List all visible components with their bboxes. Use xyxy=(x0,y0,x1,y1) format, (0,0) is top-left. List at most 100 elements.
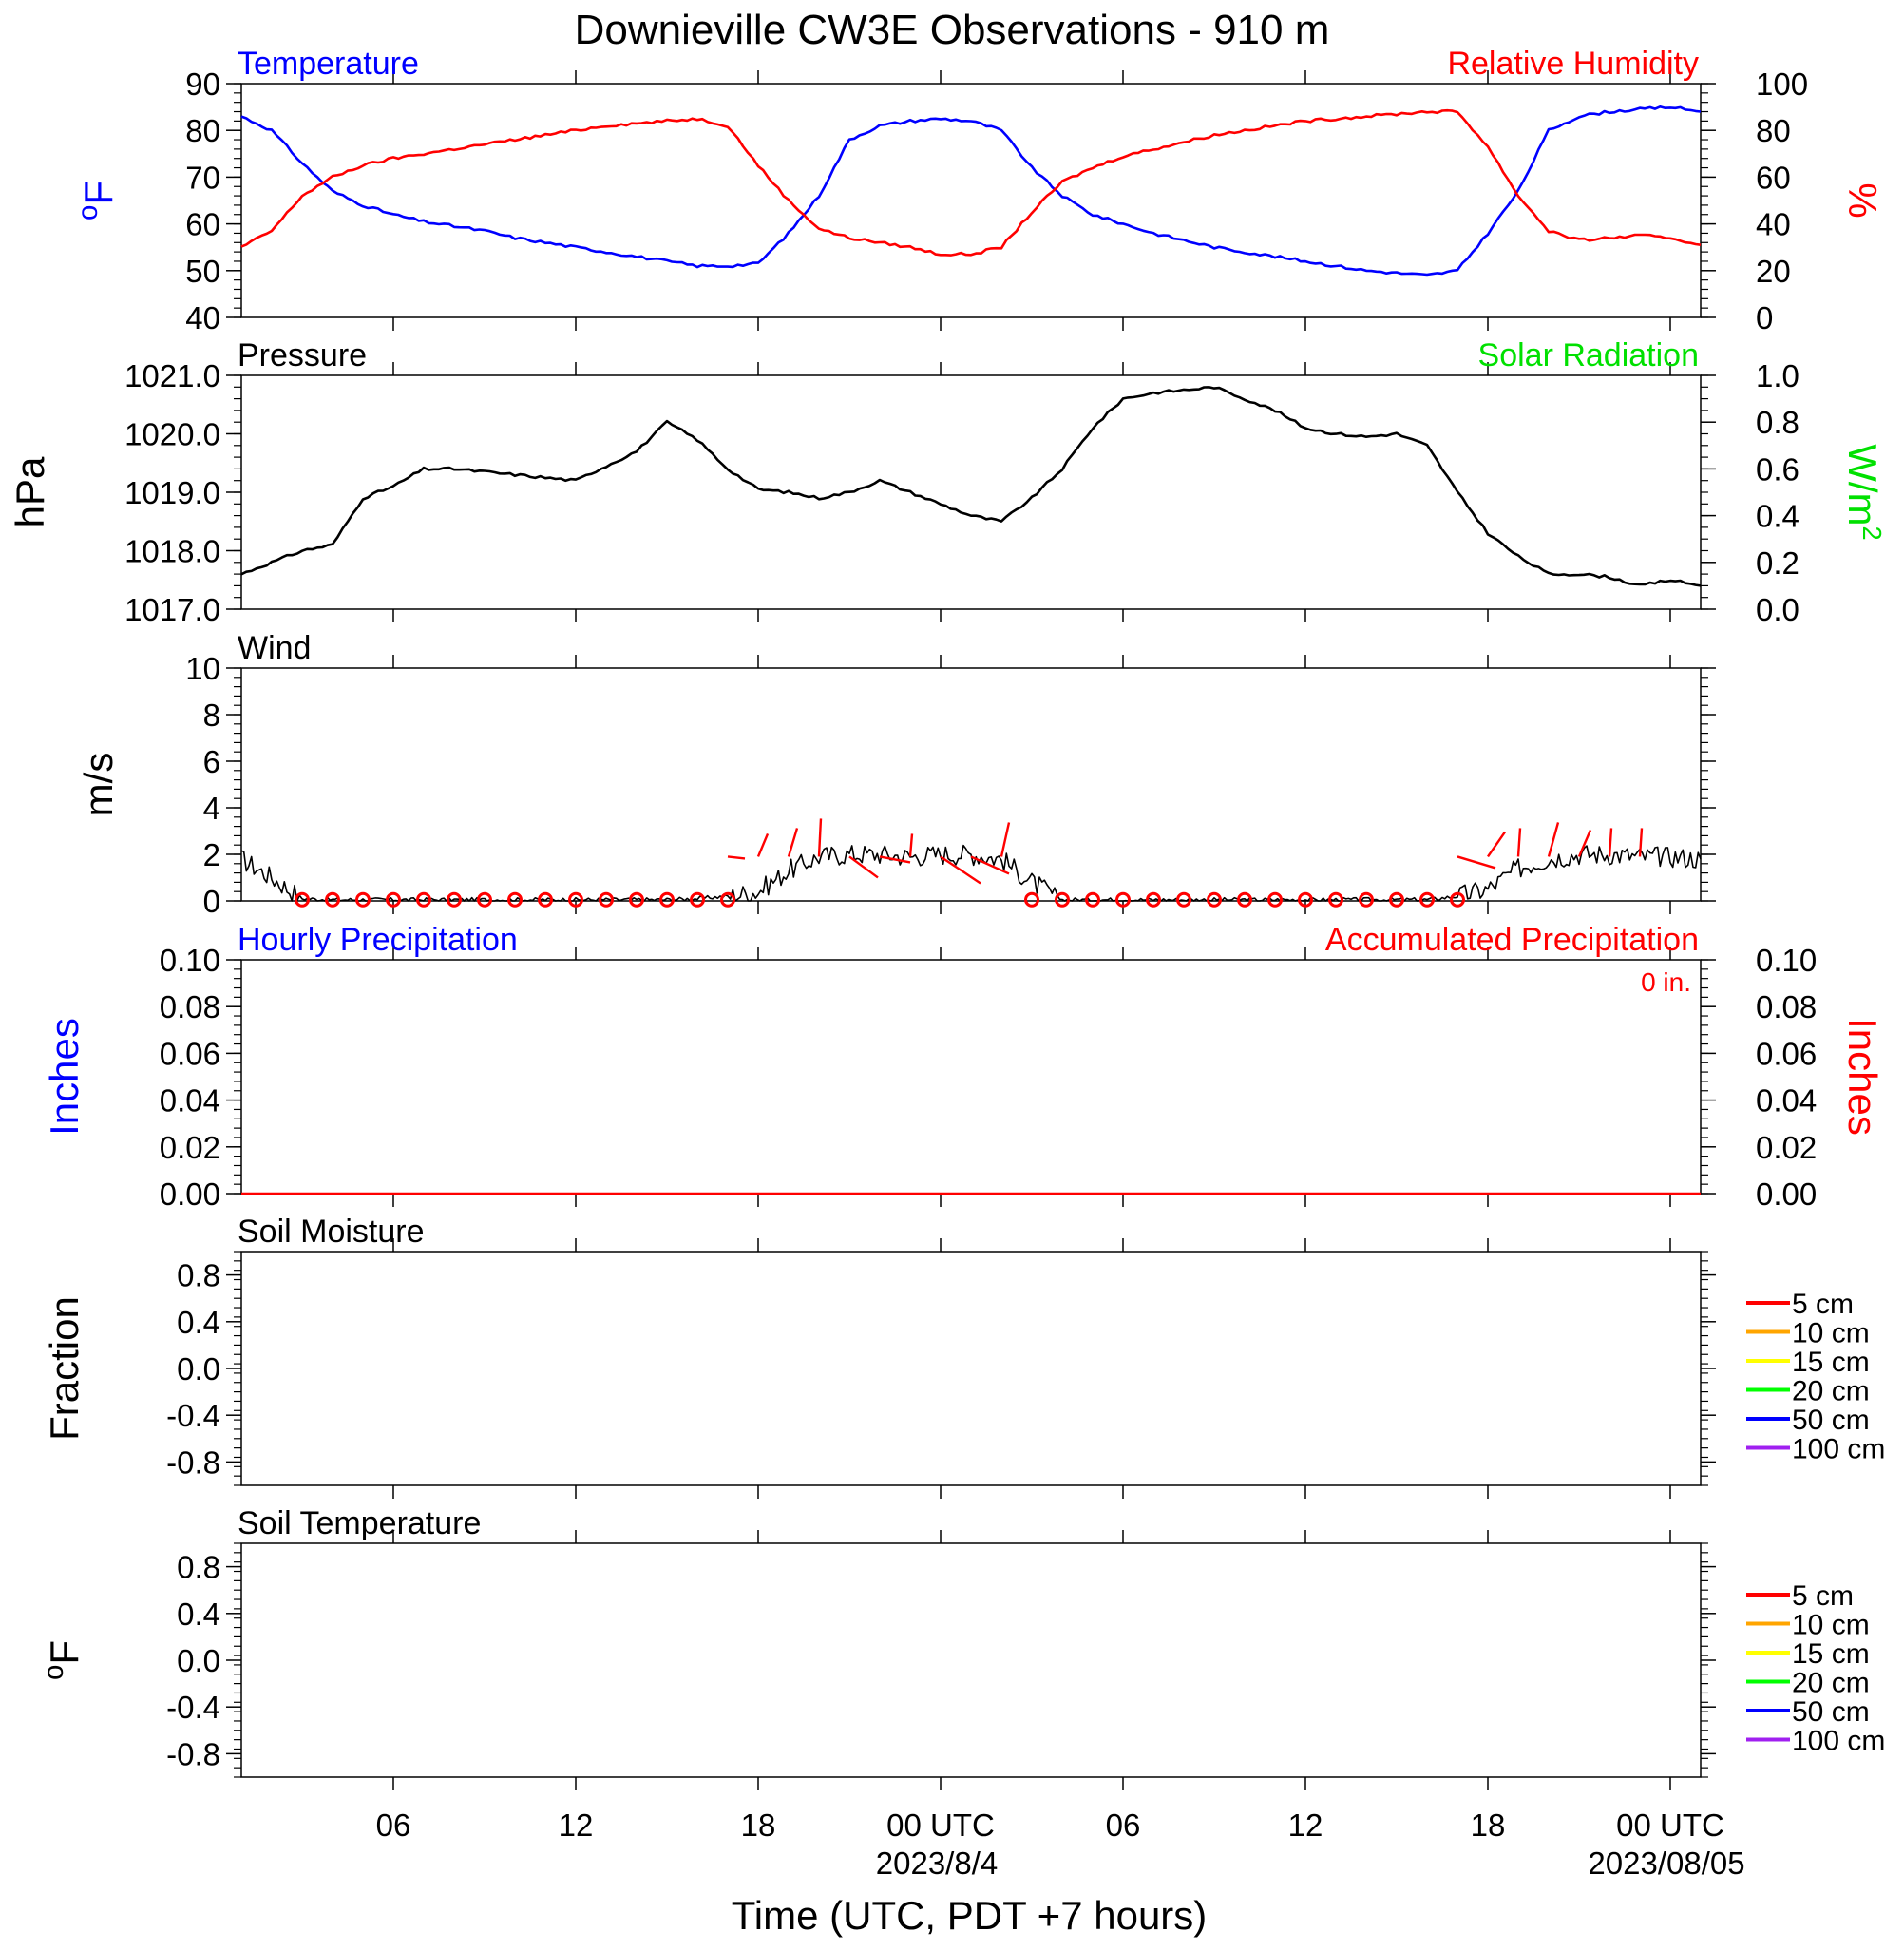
wind-calm-marker xyxy=(1328,891,1343,908)
wind-calm-marker xyxy=(386,891,401,908)
temperature-humidity-series-relative-humidity xyxy=(240,108,1702,257)
precipitation-ytick-label-left: 0.02 xyxy=(160,1130,220,1165)
panel-pressure-solar: 1021.0 1020.0 1019.0 1018.0 1017.0 1.0 0.8 0.6 0… xyxy=(8,337,1888,627)
temperature-humidity-ylabel-left: oF xyxy=(72,181,122,220)
wind-calm-marker xyxy=(416,891,431,908)
precipitation-ytick-label-left: 0.04 xyxy=(160,1083,220,1119)
soil-moisture-legend-label: 15 cm xyxy=(1792,1347,1870,1378)
soil-temperature-ytick-label-left: 0.0 xyxy=(177,1643,220,1678)
wind-ylabel-left: m/s xyxy=(76,753,121,817)
time-tick-label: 18 xyxy=(1471,1808,1506,1843)
wind-calm-marker xyxy=(1298,891,1313,908)
wind-calm-marker xyxy=(1267,891,1283,908)
pressure-solar-left-title: Pressure xyxy=(238,337,367,373)
wind-left-title: Wind xyxy=(238,630,311,666)
temperature-humidity-ytick-label-left: 90 xyxy=(185,67,220,102)
temperature-humidity-ytick-label-right: 60 xyxy=(1756,160,1791,195)
wind-ytick-label-left: 6 xyxy=(203,744,220,779)
precipitation-ylabel-left: Inches xyxy=(42,1018,86,1136)
wind-barb xyxy=(756,832,770,857)
soil-moisture-ylabel-left: Fraction xyxy=(42,1296,86,1441)
temperature-humidity-ytick-label-left: 80 xyxy=(185,113,220,148)
soil-temperature-ytick-label-left: 0.4 xyxy=(177,1597,220,1632)
soil-temperature-ytick-label-left: -0.8 xyxy=(166,1736,220,1771)
soil-moisture-legend-label: 100 cm xyxy=(1792,1434,1885,1465)
panel-soil-moisture: 0.8 0.4 0.0 -0.4 -0.8 Soil Moisture Fraction 5 … xyxy=(42,1214,1885,1499)
wind-calm-marker xyxy=(477,891,492,908)
temperature-humidity-ytick-label-right: 40 xyxy=(1756,207,1791,242)
precipitation-ytick-label-left: 0.06 xyxy=(160,1036,220,1071)
soil-temperature-ytick-label-left: 0.8 xyxy=(177,1550,220,1585)
wind-barb xyxy=(879,855,911,864)
soil-temperature-legend-label: 50 cm xyxy=(1792,1696,1870,1728)
soil-moisture-ytick-label-left: 0.4 xyxy=(177,1305,220,1340)
precipitation-ytick-label-right: 0.02 xyxy=(1756,1130,1817,1165)
temperature-humidity-ytick-label-right: 20 xyxy=(1756,254,1791,289)
panel-precipitation: 0.10 0.08 0.06 0.04 0.02 0.00 0.10 0.08 0.06 0.04… xyxy=(42,922,1885,1212)
wind-calm-marker xyxy=(355,891,371,908)
wind-ytick-label-left: 8 xyxy=(203,698,220,733)
wind-ytick-label-left: 10 xyxy=(185,651,220,686)
wind-barb xyxy=(1608,828,1613,857)
wind-ytick-label-left: 4 xyxy=(203,791,220,826)
wind-calm-marker xyxy=(1237,891,1252,908)
wind-calm-marker xyxy=(720,891,735,908)
wind-ytick-label-left: 2 xyxy=(203,837,220,872)
wind-calm-marker xyxy=(1176,891,1191,908)
wind-calm-marker xyxy=(568,891,583,908)
time-tick-label: 12 xyxy=(559,1808,594,1843)
wind-barb xyxy=(970,855,1010,875)
date-label: 2023/08/05 xyxy=(1588,1846,1744,1881)
panel-temperature-humidity: 90 80 70 60 50 40 100 80 60 40 20 0 Temperature Relat… xyxy=(72,46,1886,335)
wind-calm-marker xyxy=(629,891,644,908)
temperature-humidity-ytick-label-left: 60 xyxy=(185,207,220,242)
wind-calm-marker xyxy=(1419,891,1435,908)
wind-calm-marker xyxy=(507,891,523,908)
pressure-solar-ytick-label-left: 1020.0 xyxy=(124,417,220,452)
time-tick-label: 12 xyxy=(1288,1808,1323,1843)
precipitation-accumulated-total: 0 in. xyxy=(1641,967,1691,997)
wind-calm-marker xyxy=(1085,891,1100,908)
soil-temperature-ylabel-left-base: F xyxy=(42,1640,86,1665)
temperature-humidity-ylabel-right: % xyxy=(1840,182,1885,218)
wind-calm-marker xyxy=(659,891,675,908)
wind-calm-marker xyxy=(1207,891,1222,908)
figure-title: Downieville CW3E Observations - 910 m xyxy=(575,7,1330,53)
wind-calm-marker xyxy=(1389,891,1404,908)
temperature-humidity-ytick-label-right: 80 xyxy=(1756,113,1791,148)
precipitation-ytick-label-right: 0.00 xyxy=(1756,1176,1817,1212)
soil-temperature-ytick-label-left: -0.4 xyxy=(166,1690,220,1725)
pressure-solar-ylabel-right-sup: 2 xyxy=(1858,526,1888,541)
temperature-humidity-ylabel-left-sup: o xyxy=(72,205,104,220)
soil-moisture-legend-label: 20 cm xyxy=(1792,1376,1870,1407)
precipitation-ytick-label-right: 0.10 xyxy=(1756,943,1817,978)
temperature-humidity-ylabel-left-base: F xyxy=(76,181,121,205)
wind-calm-marker xyxy=(295,891,310,908)
soil-moisture-ytick-label-left: -0.8 xyxy=(166,1444,220,1480)
pressure-solar-ytick-label-right: 0.2 xyxy=(1756,545,1799,581)
soil-moisture-left-title: Soil Moisture xyxy=(238,1214,425,1250)
pressure-solar-ytick-label-right: 0.4 xyxy=(1756,499,1799,534)
wind-barb xyxy=(1547,822,1560,857)
soil-temperature-left-title: Soil Temperature xyxy=(238,1505,481,1541)
wind-barb xyxy=(727,855,746,860)
precipitation-frame xyxy=(240,959,1702,1195)
time-tick-label: 00 UTC xyxy=(1616,1808,1724,1843)
wind-barb xyxy=(1000,822,1011,857)
soil-temperature-legend-label: 100 cm xyxy=(1792,1726,1885,1757)
soil-moisture-ytick-label-left: 0.0 xyxy=(177,1351,220,1387)
wind-calm-marker xyxy=(690,891,705,908)
pressure-solar-ylabel-right: W/m2 xyxy=(1840,444,1888,540)
date-label: 2023/8/4 xyxy=(876,1846,998,1881)
pressure-solar-ylabel-left: hPa xyxy=(8,456,52,527)
pressure-solar-ytick-label-left: 1021.0 xyxy=(124,358,220,393)
time-axis-label: Time (UTC, PDT +7 hours) xyxy=(732,1893,1208,1938)
temperature-humidity-frame xyxy=(240,83,1702,318)
pressure-solar-ytick-label-left: 1018.0 xyxy=(124,534,220,569)
soil-moisture-legend-label: 50 cm xyxy=(1792,1405,1870,1436)
soil-temperature-legend-label: 10 cm xyxy=(1792,1610,1870,1641)
wind-barb xyxy=(817,818,823,857)
